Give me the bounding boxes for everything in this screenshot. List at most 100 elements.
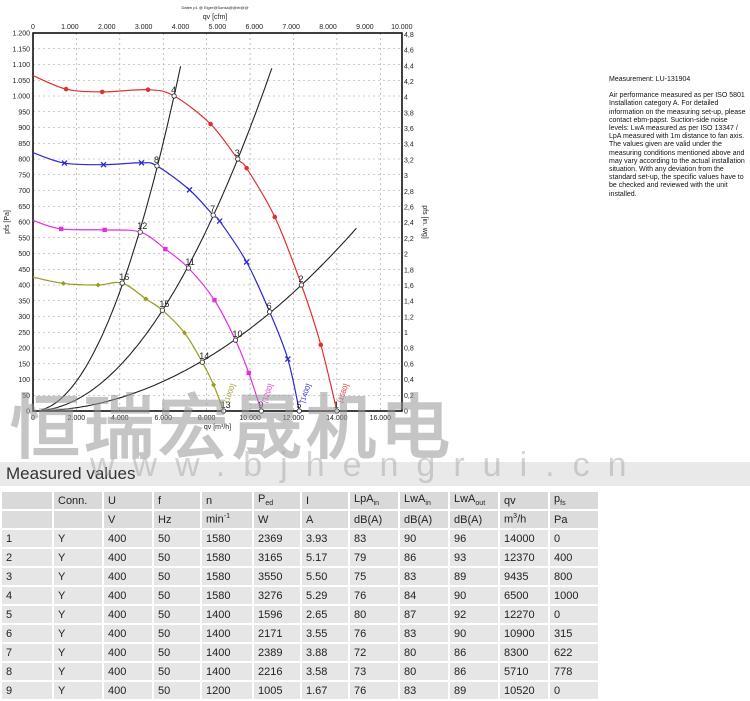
- table-cell: 73: [350, 663, 398, 680]
- table-cell: 1580: [202, 587, 252, 604]
- right-tick-label: 3,2: [404, 157, 414, 164]
- table-cell: Y: [54, 587, 102, 604]
- table-cell: 12370: [500, 549, 548, 566]
- operating-point: [232, 337, 239, 343]
- table-cell: V: [104, 511, 152, 528]
- y-tick-label: 250: [18, 330, 30, 337]
- right-tick-label: 1,8: [404, 267, 414, 274]
- table-cell: 0: [550, 606, 598, 623]
- table-cell: 1200: [202, 682, 252, 699]
- table-cell: 1580: [202, 549, 252, 566]
- table-cell: 50: [154, 606, 200, 623]
- watermark-chinese: 恒瑞宏晟机电: [10, 387, 454, 469]
- table-cell: 7: [2, 644, 52, 661]
- table-cell: qv: [500, 492, 548, 509]
- y-tick-label: 1.200: [12, 31, 30, 38]
- operating-point-label: 16: [119, 272, 129, 282]
- table-cell: 90: [400, 530, 448, 547]
- table-cell: 10520: [500, 682, 548, 699]
- y-tick-label: 1.100: [12, 62, 30, 69]
- top-tick-label: 0: [31, 24, 35, 31]
- operating-point: [334, 408, 340, 414]
- table-cell: 2216: [254, 663, 300, 680]
- operating-point: [298, 282, 305, 288]
- table-cell: 90: [450, 625, 498, 642]
- data-point: [272, 214, 278, 220]
- table-cell: W: [254, 511, 300, 528]
- table-cell: Ped: [254, 492, 300, 509]
- operating-point-label: 12: [137, 221, 147, 231]
- data-point: [95, 282, 101, 288]
- x-tick-label: 8.000: [198, 415, 216, 422]
- right-tick-label: 2,4: [404, 220, 414, 227]
- fan-curve-line: [32, 276, 225, 412]
- right-tick-label: 0: [404, 409, 408, 416]
- data-point: [100, 161, 107, 168]
- table-cell: 3.55: [302, 625, 348, 642]
- table-cell: 84: [400, 587, 448, 604]
- table-cell: 5.50: [302, 568, 348, 585]
- operating-point: [296, 408, 302, 414]
- operating-point: [185, 265, 192, 271]
- right-tick-label: 4,2: [404, 79, 414, 86]
- right-tick-label: 0,6: [404, 361, 414, 368]
- table-cell: 50: [154, 568, 200, 585]
- x-tick-label: 12.000: [283, 415, 305, 422]
- table-cell: 75: [350, 568, 398, 585]
- right-tick-label: 1,2: [404, 314, 414, 321]
- table-cell: 1400: [202, 663, 252, 680]
- watermark-url: www.bjhengrui.cn: [90, 446, 645, 484]
- table-cell: Y: [54, 606, 102, 623]
- y-tick-label: 350: [18, 298, 30, 305]
- operating-point: [137, 229, 143, 235]
- x-axis-label: qv [m³/h]: [204, 424, 231, 431]
- x-tick-label: 14.000: [326, 415, 348, 422]
- right-tick-label: 2,6: [404, 204, 414, 211]
- table-row: 9 Y 400 50 1200 1005 1.67 76 83 89 10520 0: [2, 682, 598, 699]
- table-cell: 5: [2, 606, 52, 623]
- table-cell: f: [154, 492, 200, 509]
- data-point: [99, 89, 105, 95]
- fan-curve-chart: 0501001502002503003504004505005506006507…: [4, 5, 428, 431]
- table-cell: 87: [400, 606, 448, 623]
- table-cell: 400: [104, 625, 152, 642]
- measurement-heading: Measurement: LU-131904: [609, 76, 691, 83]
- right-tick-label: 4,6: [404, 48, 414, 55]
- y-tick-label: 450: [18, 267, 30, 274]
- operating-point: [171, 93, 177, 99]
- table-cell: 3.88: [302, 644, 348, 661]
- table-cell: 79: [350, 549, 398, 566]
- table-cell: U: [104, 492, 152, 509]
- y-tick-label: 600: [18, 220, 30, 227]
- table-cell: Conn.: [54, 492, 102, 509]
- y-tick-label: 500: [18, 251, 30, 258]
- table-cell: A: [302, 511, 348, 528]
- x-tick-label: 6.000: [154, 415, 172, 422]
- data-point: [63, 86, 69, 92]
- table-cell: 5710: [500, 663, 548, 680]
- table-cell: 2389: [254, 644, 300, 661]
- right-tick-label: 1,6: [404, 283, 414, 290]
- table-cell: Y: [54, 663, 102, 680]
- table-row: 1 Y 400 50 1580 2369 3.93 83 90 96 14000 0: [2, 530, 598, 547]
- right-tick-label: 2,8: [404, 189, 414, 196]
- table-cell: 2369: [254, 530, 300, 547]
- top-tick-label: 5.000: [209, 24, 227, 31]
- operating-point-label: 7: [210, 204, 215, 214]
- table-cell: 3165: [254, 549, 300, 566]
- table-cell: 4: [2, 587, 52, 604]
- y-tick-label: 150: [18, 361, 30, 368]
- table-cell: 1400: [202, 644, 252, 661]
- table-cell: 9: [2, 682, 52, 699]
- x-tick-label: 10.000: [239, 415, 261, 422]
- table-cell: 400: [104, 568, 152, 585]
- table-row: 7 Y 400 50 1400 2389 3.88 72 80 86 8300 622: [2, 644, 598, 661]
- table-cell: 50: [154, 530, 200, 547]
- y-tick-label: 1.000: [12, 94, 30, 101]
- table-cell: Pa: [550, 511, 598, 528]
- table-cell: pfs: [550, 492, 598, 509]
- y-tick-label: 650: [18, 204, 30, 211]
- operating-point: [159, 307, 165, 313]
- table-cell: 8: [2, 663, 52, 680]
